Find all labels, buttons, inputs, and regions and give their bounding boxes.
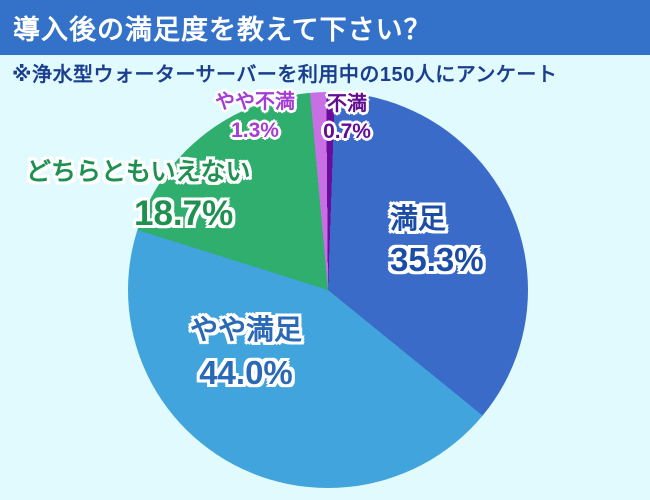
pie-chart	[128, 92, 528, 488]
slice-name: やや満足	[189, 314, 302, 345]
slice-percent: 44.0%	[199, 354, 293, 392]
slice-name: 不満	[327, 93, 367, 115]
slice-percent: 0.7%	[323, 120, 371, 143]
survey-note: ※浄水型ウォーターサーバーを利用中の150人にアンケート	[12, 64, 558, 86]
slice-label-yaya-fuman: やや不満 1.3%	[200, 91, 310, 143]
page-title: 導入後の満足度を教えて下さい？	[13, 15, 432, 45]
title-banner: 導入後の満足度を教えて下さい？	[0, 0, 650, 55]
slice-percent: 35.3%	[390, 241, 484, 279]
slice-name: どちらともいえない	[26, 158, 251, 186]
slice-label-fuman: 不満 0.7%	[312, 93, 382, 144]
slice-label-manzoku: 満足 35.3%	[390, 203, 484, 279]
slice-percent: 1.3%	[231, 119, 279, 142]
slice-label-dochira-name: どちらともいえない	[26, 158, 251, 187]
slice-label-yaya-manzoku: やや満足 44.0%	[146, 314, 346, 392]
slice-name: やや不満	[215, 91, 295, 113]
slice-percent: 18.7%	[134, 194, 234, 233]
slice-name: 満足	[390, 203, 447, 234]
slice-label-dochira-percent: 18.7%	[134, 194, 233, 234]
